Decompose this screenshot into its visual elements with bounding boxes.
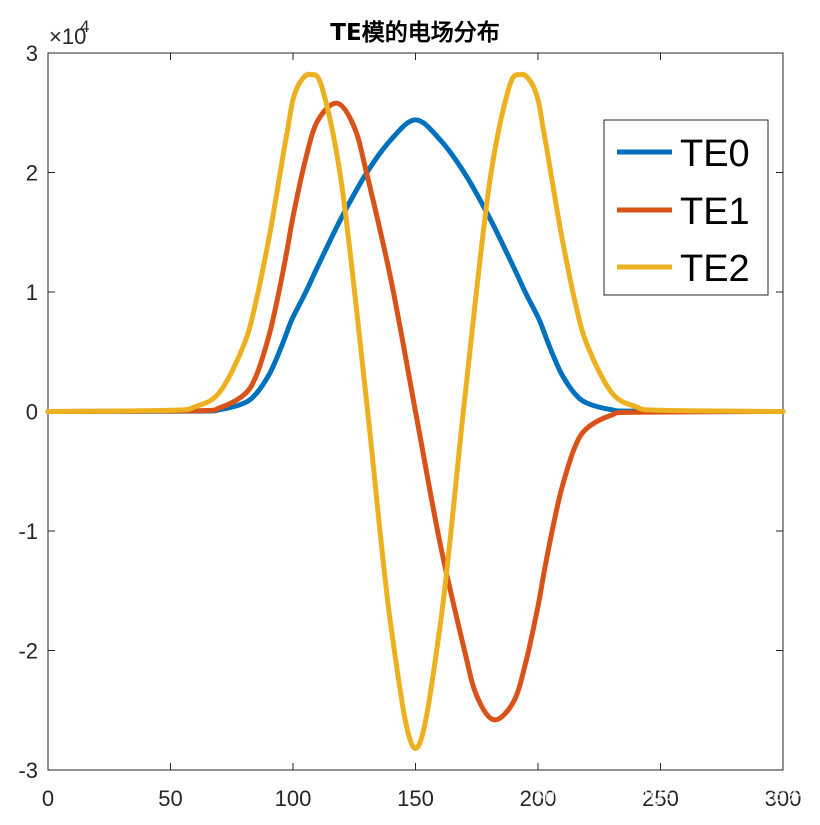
y-tick-label: -1 xyxy=(18,519,38,544)
x-tick-label: 300 xyxy=(765,786,802,811)
y-tick-label: 2 xyxy=(26,161,38,186)
x-tick-label: 50 xyxy=(158,786,182,811)
x-tick-label: 150 xyxy=(397,786,434,811)
legend-label-te1: TE1 xyxy=(680,191,750,233)
x-tick-label: 250 xyxy=(642,786,679,811)
series-line-te2 xyxy=(45,71,786,751)
y-tick-label: -3 xyxy=(18,758,38,783)
y-exponent-power: 4 xyxy=(80,17,89,36)
x-tick-label: 200 xyxy=(520,786,557,811)
y-exponent-label: ×10 xyxy=(49,24,86,49)
series-layer xyxy=(45,71,786,751)
y-tick-label: 0 xyxy=(26,400,38,425)
legend-label-te0: TE0 xyxy=(680,133,750,175)
tick-labels: 0 50 100 150 200 250 300 -3 -2 -1 0 1 2 3 xyxy=(18,41,801,811)
series-line-te1 xyxy=(45,100,786,723)
watermark: 知乎 @Fangsu Cao马浩然 xyxy=(533,780,811,806)
y-tick-label: 1 xyxy=(26,280,38,305)
x-tick-label: 0 xyxy=(42,786,54,811)
chart-title: TE模的电场分布 xyxy=(330,19,499,46)
series-line-te0 xyxy=(45,117,786,414)
y-tick-label: -2 xyxy=(18,639,38,664)
y-tick-label: 3 xyxy=(26,41,38,66)
legend-label-te2: TE2 xyxy=(680,248,750,290)
legend: TE0 TE1 TE2 xyxy=(603,119,769,296)
x-tick-label: 100 xyxy=(275,786,312,811)
